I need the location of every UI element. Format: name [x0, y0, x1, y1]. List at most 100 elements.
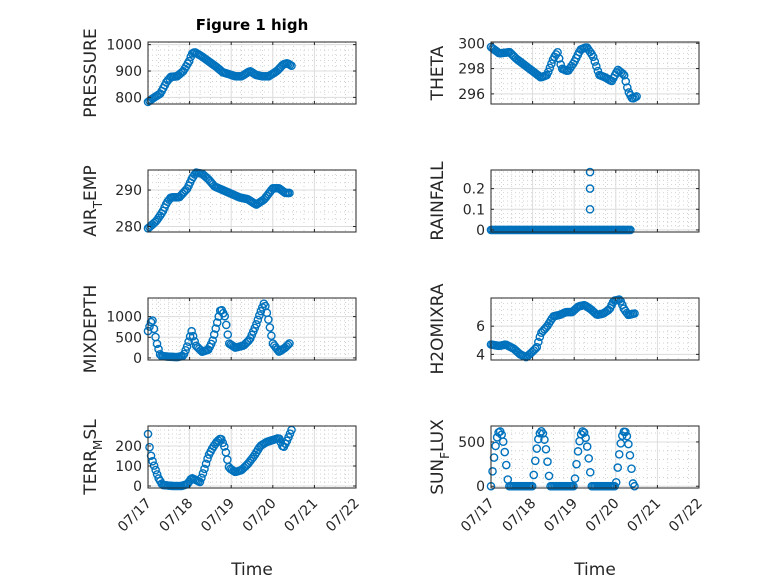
data-point — [188, 331, 198, 341]
data-point — [223, 330, 233, 339]
data-point — [544, 471, 554, 481]
y-tick-label: 290 — [115, 183, 142, 199]
data-point — [148, 456, 157, 466]
data-point — [287, 61, 296, 71]
x-tick-label: 07/22 — [666, 496, 706, 536]
y-axis-label: TERRMSL — [81, 419, 105, 496]
data-point — [146, 451, 156, 461]
data-point — [619, 70, 629, 80]
data-point — [621, 427, 630, 437]
data-point — [623, 83, 632, 92]
data-point — [585, 184, 595, 193]
data-point — [532, 342, 542, 352]
data-point — [211, 324, 221, 333]
axes-box — [490, 41, 700, 105]
data-point — [501, 460, 511, 470]
data-point — [538, 429, 548, 438]
subplot-air-temp: 280 290 AIRTEMP — [81, 165, 357, 237]
axes-box — [147, 41, 357, 105]
subplot-rainfall: 0 0.1 0.2 RAINFALL — [428, 161, 700, 241]
data-point — [209, 330, 219, 339]
data-point — [537, 427, 546, 436]
data-point — [610, 481, 619, 491]
data-point — [267, 331, 276, 341]
subplot-terr-msl: 0 100 200 07/17 07/18 07/19 07/20 07/21 07/22 TER… — [81, 419, 363, 580]
subplot-theta: 296 298 300 THETA — [428, 36, 700, 105]
x-tick-label: 07/17 — [115, 496, 155, 536]
data-point — [186, 475, 196, 484]
data-point — [223, 455, 232, 465]
data-point — [252, 320, 261, 329]
axes-box — [490, 297, 700, 361]
y-axis-label: AIRTEMP — [81, 165, 105, 236]
data-point — [588, 52, 598, 62]
subplot-sun-flux: 0 500 07/17 07/18 07/19 07/20 07/21 07/22 SUNFLU… — [428, 419, 706, 580]
y-tick-label: 6 — [476, 319, 485, 335]
y-tick-label: 0.2 — [463, 182, 485, 198]
data-point — [152, 339, 162, 349]
data-point — [154, 344, 163, 354]
y-tick-label: 4 — [476, 347, 485, 363]
data-point — [151, 465, 160, 475]
data-point — [627, 464, 636, 474]
y-axis-label: RAINFALL — [428, 161, 448, 241]
axes-box — [490, 169, 700, 233]
y-tick-label: 280 — [115, 220, 142, 236]
data-point — [585, 204, 595, 214]
y-tick-label: 298 — [458, 62, 485, 78]
y-axis-label: H2OMIXRA — [428, 283, 448, 374]
data-point — [530, 456, 540, 466]
data-point — [149, 324, 159, 334]
data-point — [184, 337, 193, 346]
data-point — [585, 167, 595, 177]
x-tick-label: 07/21 — [624, 496, 664, 536]
y-tick-label: 296 — [458, 87, 485, 103]
y-tick-label: 0.1 — [463, 202, 485, 218]
data-point — [200, 464, 209, 474]
data-point — [253, 315, 263, 325]
data-point — [145, 442, 154, 452]
data-point — [541, 444, 551, 454]
data-point — [182, 342, 192, 351]
data-point — [491, 441, 500, 451]
data-point — [285, 188, 294, 198]
x-tick-label: 07/18 — [157, 496, 197, 536]
data-point — [146, 317, 156, 327]
data-point — [553, 48, 562, 57]
data-point — [489, 453, 499, 462]
data-point — [614, 449, 624, 459]
data-point — [582, 442, 592, 451]
x-tick-label: 07/20 — [240, 496, 280, 536]
data-point — [535, 428, 545, 438]
data-point — [622, 431, 632, 441]
data-point — [265, 323, 275, 332]
data-point — [220, 442, 229, 451]
data-point — [500, 447, 510, 457]
chart-title: Figure 1 high — [196, 16, 309, 34]
x-tick-label: 07/21 — [281, 496, 321, 536]
x-axis-label: Time — [230, 560, 273, 580]
y-tick-label: 0 — [133, 351, 142, 367]
y-tick-label: 100 — [115, 459, 142, 475]
data-point — [208, 336, 217, 345]
y-tick-label: 800 — [115, 90, 142, 106]
data-point — [626, 225, 635, 235]
axes-box — [147, 425, 357, 489]
data-point — [203, 454, 212, 463]
axes-box — [147, 169, 357, 233]
data-point — [592, 61, 601, 71]
data-point — [530, 344, 540, 354]
data-point — [543, 457, 552, 466]
y-tick-label: 0 — [476, 479, 485, 495]
y-tick-label: 500 — [458, 435, 485, 451]
data-point — [264, 315, 273, 324]
data-point — [185, 332, 195, 341]
data-point — [584, 454, 594, 463]
data-point — [527, 481, 537, 491]
data-point — [616, 439, 626, 448]
data-point — [621, 77, 631, 86]
data-point — [613, 463, 623, 472]
data-point — [187, 326, 196, 336]
data-point — [570, 474, 580, 483]
